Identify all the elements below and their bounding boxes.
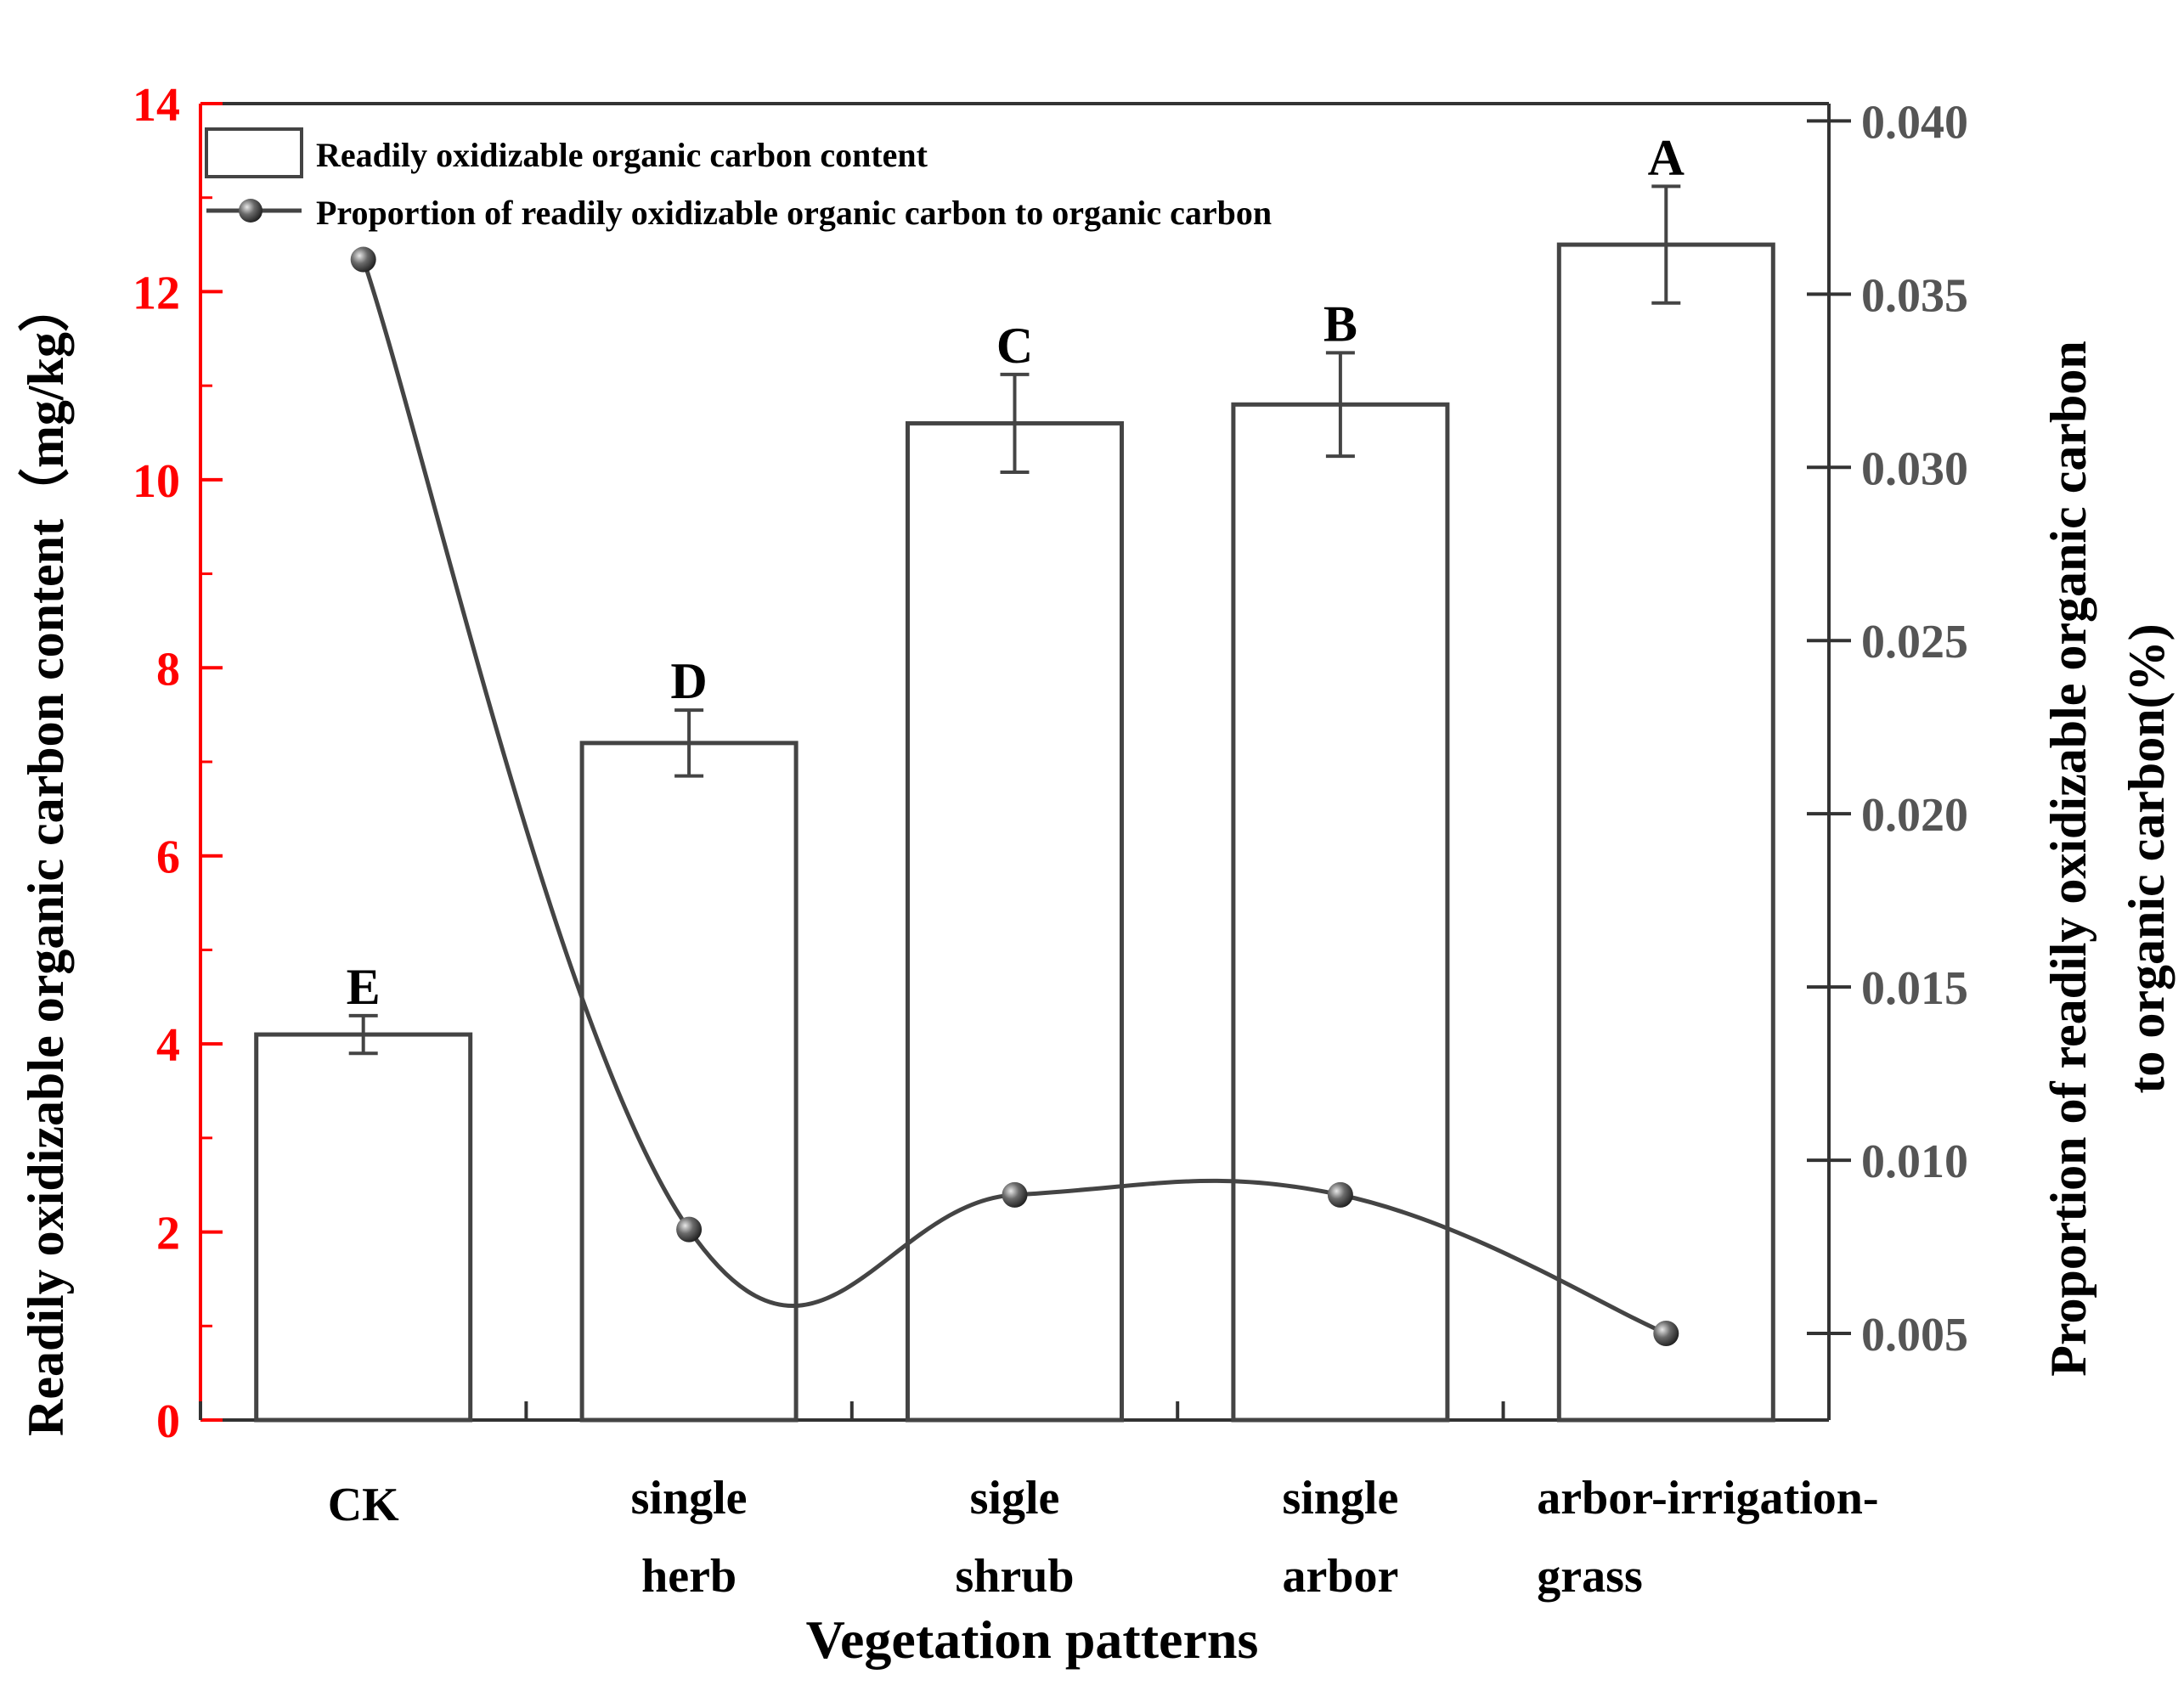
y-left-tick-label: 4 [156,1019,180,1072]
proportion-series [350,246,1679,1347]
bar [906,420,1124,1423]
proportion-point [676,1216,703,1243]
significance-letter: E [347,959,381,1015]
y-right-tick-label: 0.030 [1861,442,1968,495]
y-right-tick-label: 0.005 [1861,1309,1968,1361]
x-tick-labels: CK single herb sigle shrub single arbor arbor-i… [328,1472,1879,1603]
legend-bar-swatch [205,127,303,178]
y-right-tick-label: 0.025 [1861,616,1968,668]
y-left-tick-label: 12 [133,267,180,319]
proportion-point [1653,1321,1679,1347]
proportion-point [1002,1181,1028,1208]
x-axis-title: Vegetation patterns [806,1609,1259,1670]
y-left-tick-label: 6 [156,831,180,884]
y-right-axis-title-line-2: to organic carbon(%) [2119,623,2175,1093]
x-tick-label: arbor [1282,1550,1398,1603]
y-left-tick-label: 2 [156,1208,180,1260]
bar [1231,402,1450,1423]
legend: Readily oxidizable organic carbon conten… [205,127,1272,232]
y-right-axis-title-line-1: Proportion of readily oxidizable organic… [2040,341,2097,1376]
y-right-tick-label: 0.010 [1861,1136,1968,1188]
y-right-tick-label: 0.020 [1861,789,1968,842]
y-right-axis-title: Proportion of readily oxidizable organic… [2040,341,2175,1376]
y-right-tick-label: 0.035 [1861,269,1968,322]
axes: 0 2 4 6 8 10 12 14 0.005 0.010 0.015 0.020 0.025 0.03… [133,79,1968,1448]
x-tick-label: CK [328,1479,399,1531]
x-tick-label: shrub [955,1550,1074,1603]
y-left-tick-label: 14 [133,79,180,132]
y-right-tick-label: 0.040 [1861,96,1968,149]
x-tick-label: herb [641,1550,736,1603]
significance-letter: A [1648,129,1685,185]
x-tick-label: arbor-irrigation- [1537,1472,1878,1524]
legend-line-marker [239,199,262,223]
x-tick-label: sigle [970,1472,1060,1524]
y-left-axis-title: Readily oxidizable organic carbon conten… [17,281,74,1436]
proportion-point [1327,1181,1353,1208]
significance-letter: C [996,318,1033,374]
y-left-tick-label: 10 [133,455,180,508]
legend-bar-label: Readily oxidizable organic carbon conten… [316,136,928,174]
proportion-point [350,246,376,273]
bar [1556,242,1775,1423]
bar [254,1032,473,1423]
bars: E D C B A [254,129,1775,1423]
x-tick-label: grass [1537,1550,1642,1603]
proportion-line [361,258,1668,1336]
legend-line-label: Proportion of readily oxidizable organic… [316,194,1272,232]
y-right-tick-label: 0.015 [1861,962,1968,1015]
y-left-tick-label: 0 [156,1395,180,1448]
x-tick-label: single [631,1472,748,1524]
significance-letter: B [1323,296,1357,352]
significance-letter: D [670,653,707,709]
bar [579,741,799,1423]
x-tick-label: single [1282,1472,1398,1524]
y-left-tick-label: 8 [156,643,180,696]
